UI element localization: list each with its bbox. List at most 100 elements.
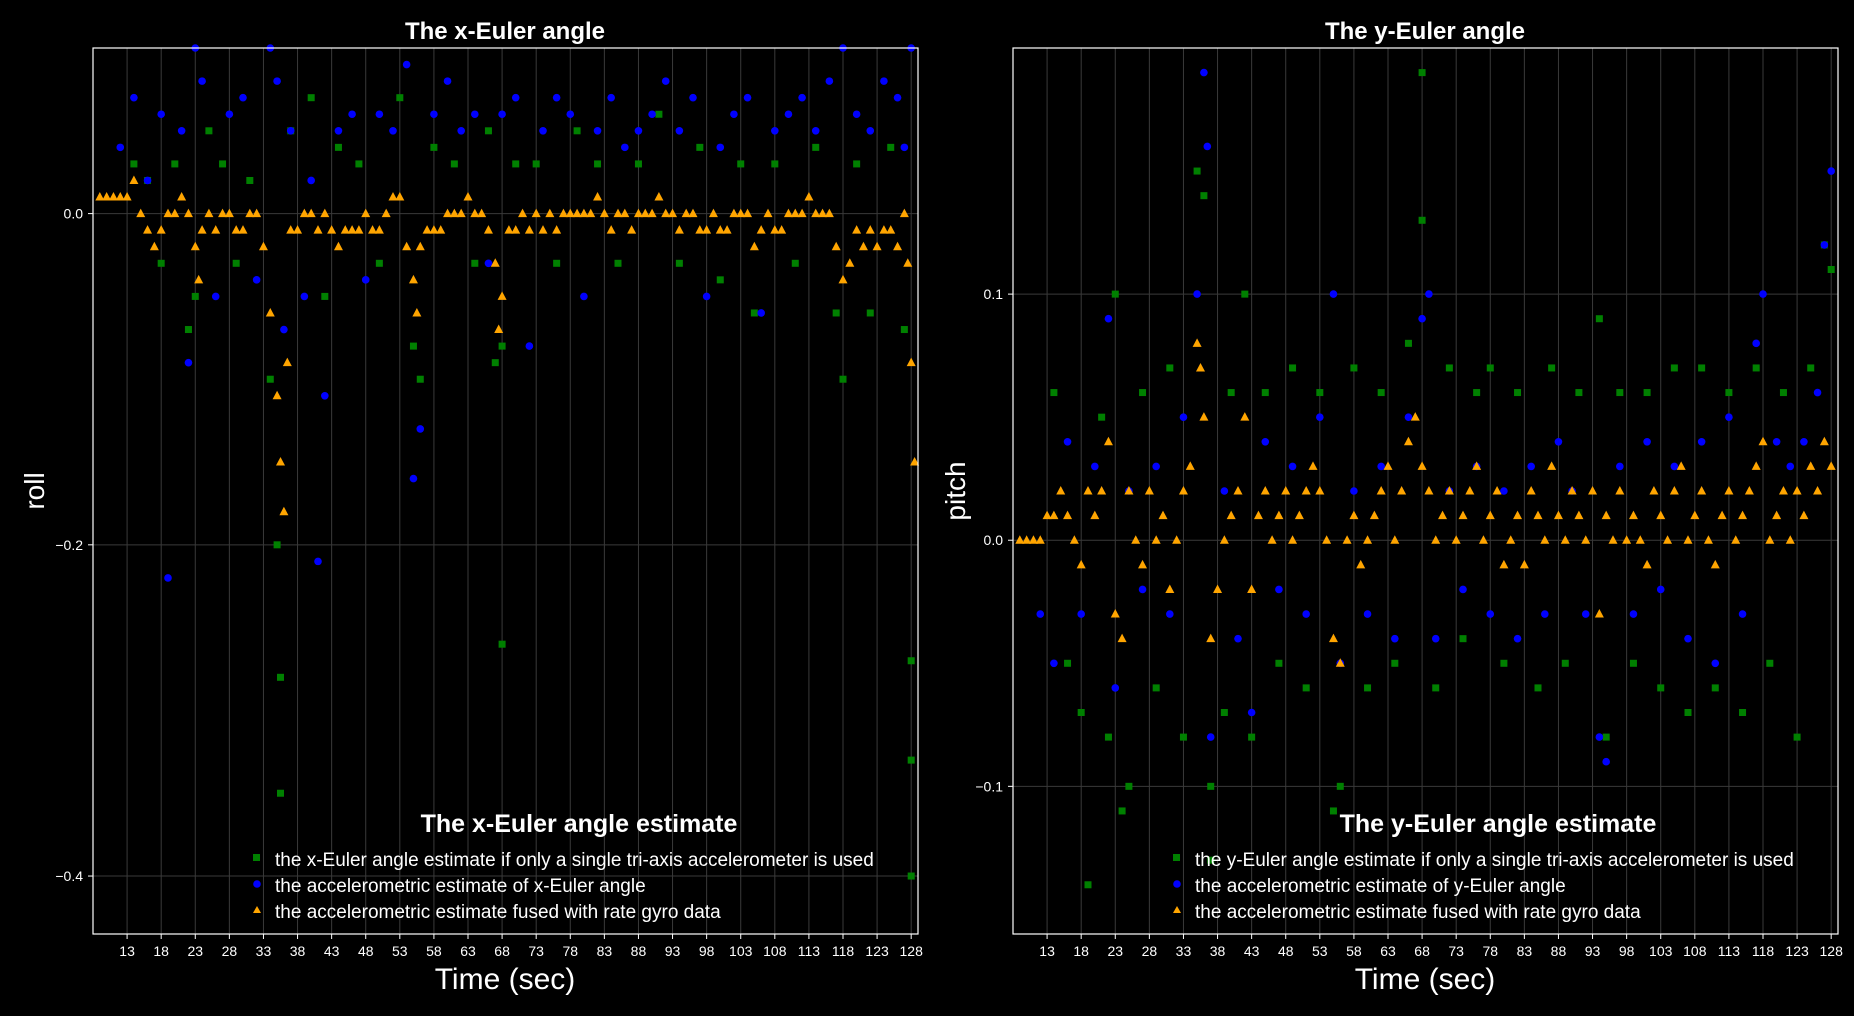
data-point-circle — [771, 127, 779, 135]
data-point-triangle — [743, 208, 753, 218]
data-point-triangle — [1444, 486, 1454, 495]
data-point-triangle — [593, 192, 603, 201]
data-point-circle — [825, 77, 834, 85]
x-tick-label: 53 — [392, 943, 408, 959]
data-point-triangle — [245, 208, 255, 218]
data-point-triangle — [688, 208, 698, 218]
data-point-triangle — [1103, 436, 1113, 446]
data-point-square — [1193, 167, 1201, 175]
data-point-square — [1207, 782, 1215, 790]
data-point-triangle — [1819, 436, 1829, 446]
data-point-triangle — [1806, 461, 1816, 470]
data-point-triangle — [1069, 535, 1079, 544]
data-point-triangle — [149, 241, 159, 251]
data-point-square — [675, 259, 683, 267]
x-tick-label: 123 — [1785, 943, 1809, 959]
data-point-circle — [471, 110, 479, 119]
x-axis-label: Time (sec) — [435, 963, 576, 996]
data-point-circle — [389, 127, 397, 135]
y-axis-ticks: −0.4 −0.2 0.0 — [55, 206, 93, 884]
data-point-square — [1766, 659, 1774, 667]
x-tick-label: 13 — [119, 943, 135, 959]
data-point-circle — [314, 557, 322, 566]
panel-y-euler: The y-Euler angle 13 18 23 28 33 38 43 48 53 58 63… — [940, 18, 1843, 996]
data-point-triangle — [1076, 559, 1086, 569]
data-point-circle — [1800, 437, 1808, 446]
data-point-triangle — [1376, 486, 1386, 495]
data-point-square — [396, 94, 404, 102]
data-point-square — [1275, 659, 1283, 667]
data-point-triangle — [395, 192, 405, 201]
data-point-circle — [375, 110, 384, 119]
x-tick-label: 28 — [222, 943, 238, 959]
data-point-triangle — [1690, 510, 1700, 520]
data-point-triangle — [388, 192, 398, 201]
data-point-square — [277, 673, 284, 681]
data-point-triangle — [1499, 559, 1509, 569]
x-tick-label: 43 — [324, 943, 340, 959]
data-point-circle — [1684, 634, 1692, 643]
x-tick-label: 68 — [1414, 943, 1430, 959]
x-tick-label: 78 — [562, 943, 578, 959]
data-point-circle — [130, 93, 138, 102]
data-point-triangle — [1669, 486, 1679, 495]
data-point-triangle — [627, 225, 637, 234]
data-point-triangle — [1410, 412, 1420, 421]
data-point-square — [1139, 389, 1147, 397]
x-tick-label: 33 — [256, 943, 272, 959]
data-point-triangle — [1656, 510, 1666, 520]
data-point-circle — [1513, 634, 1522, 643]
data-point-triangle — [872, 241, 882, 251]
data-point-triangle — [211, 225, 221, 234]
data-point-circle — [1234, 634, 1242, 643]
data-point-triangle — [1219, 535, 1229, 544]
data-point-triangle — [1206, 633, 1216, 643]
data-point-triangle — [313, 225, 323, 234]
data-point-square — [1432, 684, 1440, 692]
data-point-triangle — [1547, 461, 1557, 470]
data-point-square — [321, 292, 329, 300]
data-point-triangle — [858, 241, 868, 251]
y-tick-label: 0.0 — [984, 532, 1004, 548]
data-point-square — [191, 292, 199, 300]
legend-entry: the accelerometric estimate of x-Euler a… — [275, 876, 646, 897]
data-point-triangle — [449, 208, 459, 218]
data-point-square — [1336, 782, 1344, 790]
data-point-triangle — [1383, 461, 1393, 470]
data-point-circle — [1656, 585, 1665, 594]
data-point-triangle — [1172, 535, 1182, 544]
data-point-triangle — [408, 274, 418, 284]
legend-entry: the x-Euler angle estimate if only a sin… — [275, 850, 874, 871]
chart-title: The x-Euler angle — [405, 18, 605, 45]
data-point-square — [205, 127, 213, 135]
x-tick-label: 123 — [865, 943, 889, 959]
data-point-triangle — [1778, 486, 1788, 495]
data-point-triangle — [1594, 609, 1604, 618]
data-point-square — [1657, 684, 1665, 692]
data-point-circle — [1643, 437, 1651, 446]
legend-marker-triangle — [1173, 906, 1181, 913]
data-point-triangle — [1185, 461, 1195, 470]
data-point-square — [512, 160, 520, 168]
data-point-triangle — [177, 192, 187, 201]
data-point-triangle — [429, 225, 439, 234]
data-point-circle — [1247, 708, 1256, 717]
data-point-square — [1302, 684, 1310, 692]
data-point-triangle — [552, 225, 562, 234]
data-point-triangle — [320, 208, 330, 218]
data-point-circle — [1431, 634, 1440, 643]
data-point-circle — [1377, 462, 1385, 471]
data-point-circle — [1391, 634, 1399, 643]
data-point-triangle — [115, 192, 125, 201]
data-point-triangle — [340, 225, 350, 234]
data-point-triangle — [668, 208, 678, 218]
data-point-triangle — [361, 208, 371, 218]
data-point-triangle — [197, 225, 207, 234]
data-point-triangle — [183, 208, 193, 218]
data-point-square — [1534, 684, 1542, 692]
data-point-square — [450, 160, 458, 168]
data-point-triangle — [910, 457, 920, 466]
data-point-circle — [1302, 610, 1310, 618]
data-point-circle — [1200, 68, 1208, 77]
data-point-triangle — [1090, 510, 1100, 520]
